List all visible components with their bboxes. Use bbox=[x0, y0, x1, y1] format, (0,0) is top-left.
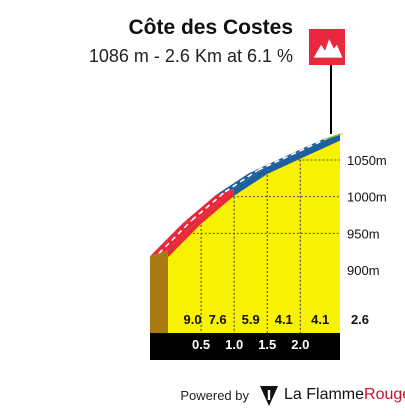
elevation-tick-label: 1050m bbox=[347, 153, 387, 168]
la-flamme-rouge-logo-icon bbox=[260, 386, 278, 406]
road-segment-front bbox=[201, 188, 235, 224]
summit-marker bbox=[322, 133, 344, 140]
distance-label: 1.0 bbox=[225, 337, 243, 352]
distance-label: 0.5 bbox=[192, 337, 210, 352]
climb-subtitle: 1086 m - 2.6 Km at 6.1 % bbox=[88, 46, 293, 66]
brand-name: La FlammeRouge bbox=[284, 386, 405, 404]
road-centre-line bbox=[191, 191, 226, 221]
road-segment-front bbox=[300, 133, 340, 159]
gradient-label: 4.1 bbox=[311, 312, 329, 327]
road-segment-top bbox=[150, 216, 202, 257]
gradient-label: 9.0 bbox=[183, 312, 201, 327]
road-centre-line bbox=[290, 135, 332, 156]
brand-la: La bbox=[284, 386, 307, 403]
gradient-label: 5.9 bbox=[242, 312, 260, 327]
elevation-tick-label: 950m bbox=[347, 226, 380, 241]
brand-flamme: Flamme bbox=[306, 386, 365, 403]
distance-label: 2.0 bbox=[291, 337, 309, 352]
footer: Powered by La FlammeRouge bbox=[0, 384, 405, 412]
profile-side-face bbox=[150, 250, 168, 333]
elevation-profile-chart: 900m 950m 1000m 1050m 9.0 7.6 5.9 4.1 4.1 0.5 1.0 1… bbox=[150, 29, 387, 360]
gradient-label: 4.1 bbox=[275, 312, 293, 327]
road-centre-line bbox=[158, 219, 193, 254]
powered-by-text: Powered by bbox=[180, 388, 249, 403]
summit-flag bbox=[309, 29, 345, 134]
elevation-tick-label: 1000m bbox=[347, 190, 387, 205]
elevation-tick-label: 900m bbox=[347, 263, 380, 278]
road-segment-front bbox=[168, 216, 202, 258]
distance-label: 1.5 bbox=[258, 337, 276, 352]
road-centre-line bbox=[257, 154, 292, 171]
distance-label: 2.6 bbox=[351, 312, 369, 327]
mountain-summit-flag-icon bbox=[312, 36, 344, 59]
brand-rouge: Rouge bbox=[364, 386, 405, 403]
road-segment-front bbox=[234, 166, 268, 196]
road-segment-front bbox=[267, 151, 301, 174]
gradient-label: 7.6 bbox=[209, 312, 227, 327]
distance-band bbox=[150, 333, 340, 360]
road-centre-line bbox=[224, 169, 259, 193]
climb-title: Côte des Costes bbox=[128, 16, 293, 39]
